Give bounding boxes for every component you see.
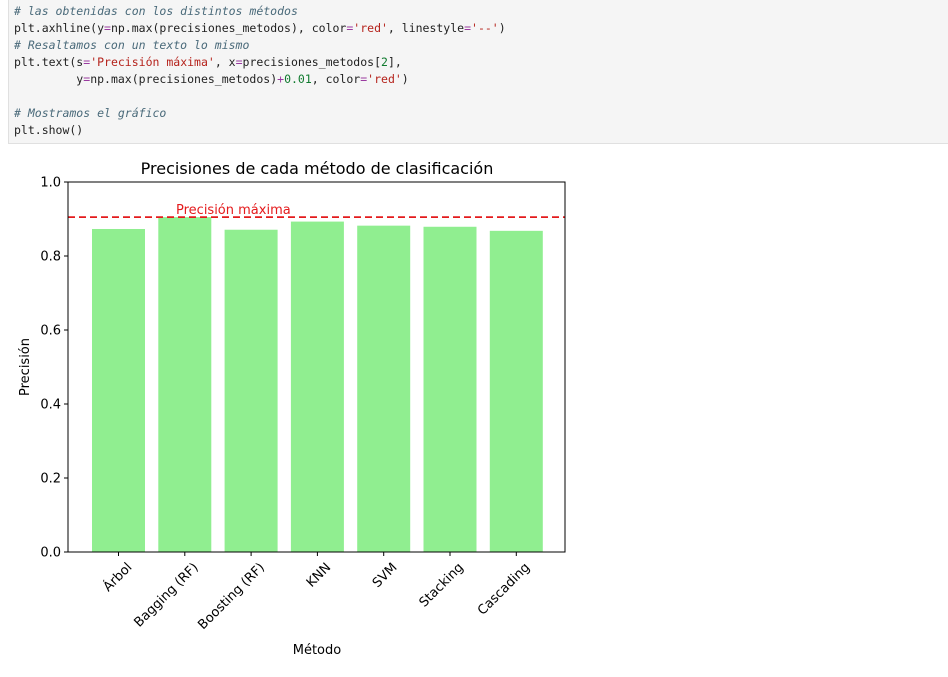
- code-line: # las obtenidas con los distintos método…: [14, 3, 298, 20]
- y-axis-label: Precisión: [18, 338, 33, 396]
- code-token: # Mostramos el gráfico: [14, 106, 167, 120]
- chart-title: Precisiones de cada método de clasificac…: [141, 159, 494, 178]
- code-token: =: [83, 72, 91, 86]
- code-token: 2: [381, 55, 388, 69]
- code-token: , x: [214, 55, 236, 69]
- bar-chart: Precisiones de cada método de clasificac…: [18, 159, 566, 658]
- code-token: np.max(precisiones_metodos): [90, 72, 278, 86]
- code-line: # Mostramos el gráfico: [14, 105, 166, 122]
- y-tick-label: 0.8: [40, 250, 61, 265]
- code-token: +: [277, 72, 285, 86]
- code-token: , linestyle: [387, 21, 465, 35]
- bar: [158, 217, 212, 552]
- code-token: =: [104, 21, 111, 35]
- x-tick-label: KNN: [304, 560, 334, 590]
- code-token: 'red': [353, 21, 388, 35]
- code-token: np.max(precisiones_metodos), color: [110, 21, 347, 35]
- code-token: 'red': [367, 72, 402, 86]
- code-token: =: [83, 55, 91, 69]
- code-token: ],: [387, 55, 402, 69]
- x-tick-label: Boosting (RF): [195, 560, 268, 633]
- code-token: plt.axhline(y: [14, 21, 105, 35]
- bar: [489, 230, 543, 552]
- cell-output: Precisiones de cada método de clasificac…: [0, 145, 948, 673]
- y-tick-label: 0.6: [40, 324, 61, 339]
- y-tick-label: 0.4: [40, 398, 61, 413]
- plot-frame: [67, 181, 566, 553]
- bar: [92, 228, 145, 552]
- code-token: 'Precisión máxima': [90, 55, 215, 69]
- code-token: =: [346, 21, 354, 35]
- code-line: plt.show(): [14, 122, 83, 139]
- bar: [224, 229, 278, 552]
- x-tick-label: Stacking: [417, 560, 467, 610]
- code-token: y: [14, 72, 84, 86]
- x-tick-label: Árbol: [100, 560, 135, 595]
- code-token: plt.text(s: [14, 55, 84, 69]
- code-token: =: [464, 21, 472, 35]
- y-tick-label: 0.0: [40, 546, 61, 561]
- x-tick-label: SVM: [370, 560, 401, 591]
- bar: [357, 225, 411, 552]
- x-tick-label: Cascading: [475, 560, 533, 618]
- code-token: , color: [311, 72, 361, 86]
- x-axis-label: Método: [293, 643, 342, 658]
- y-tick-label: 1.0: [40, 176, 61, 191]
- code-line: y=np.max(precisiones_metodos)+0.01, colo…: [14, 71, 409, 88]
- code-line: plt.axhline(y=np.max(precisiones_metodos…: [14, 20, 506, 37]
- x-tick-label: Bagging (RF): [131, 560, 201, 630]
- code-token: ): [401, 72, 409, 86]
- code-token: =: [360, 72, 368, 86]
- code-token: ): [498, 21, 506, 35]
- max-annotation: Precisión máxima: [176, 203, 291, 218]
- y-tick-label: 0.2: [40, 472, 61, 487]
- bar: [290, 221, 344, 552]
- code-token: 0.01: [284, 72, 312, 86]
- code-token: '--': [471, 21, 499, 35]
- code-token: =: [235, 55, 243, 69]
- code-token: plt.show(): [14, 123, 84, 137]
- code-token: # las obtenidas con los distintos método…: [14, 4, 298, 18]
- code-cell[interactable]: # las obtenidas con los distintos método…: [8, 0, 948, 144]
- code-token: precisiones_metodos[: [242, 55, 382, 69]
- code-line: # Resaltamos con un texto lo mismo: [14, 37, 249, 54]
- code-line: plt.text(s='Precisión máxima', x=precisi…: [14, 54, 402, 71]
- bar: [423, 226, 477, 552]
- code-token: # Resaltamos con un texto lo mismo: [14, 38, 250, 52]
